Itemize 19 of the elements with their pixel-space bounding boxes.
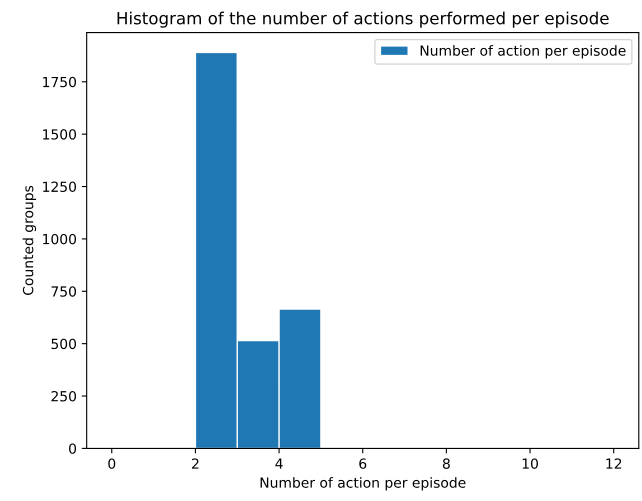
x-tick-label: 12 (606, 458, 622, 469)
y-axis-title: Counted groups (22, 186, 36, 295)
x-tick-label: 8 (442, 458, 450, 469)
x-tick-label: 10 (522, 458, 538, 469)
y-tick-label: 1750 (43, 76, 76, 88)
y-tick-label: 0 (69, 443, 76, 454)
y-tick-label: 750 (52, 286, 76, 297)
y-tick-label: 1250 (43, 182, 76, 192)
y-tick-label: 1000 (43, 234, 76, 244)
x-tick-label: 2 (192, 458, 198, 469)
x-tick-label: 4 (275, 458, 283, 469)
y-tick-label: 250 (51, 390, 76, 402)
x-tick-label: 0 (108, 458, 116, 469)
legend-label: Number of action per episode (420, 45, 626, 59)
y-tick-label: 500 (52, 338, 76, 350)
x-tick-label: 6 (359, 458, 366, 469)
chart-title: Histogram of the number of actions performed per episode (118, 12, 609, 28)
y-tick-label: 1500 (43, 129, 76, 140)
x-axis-title: Number of action per episode (260, 477, 466, 491)
